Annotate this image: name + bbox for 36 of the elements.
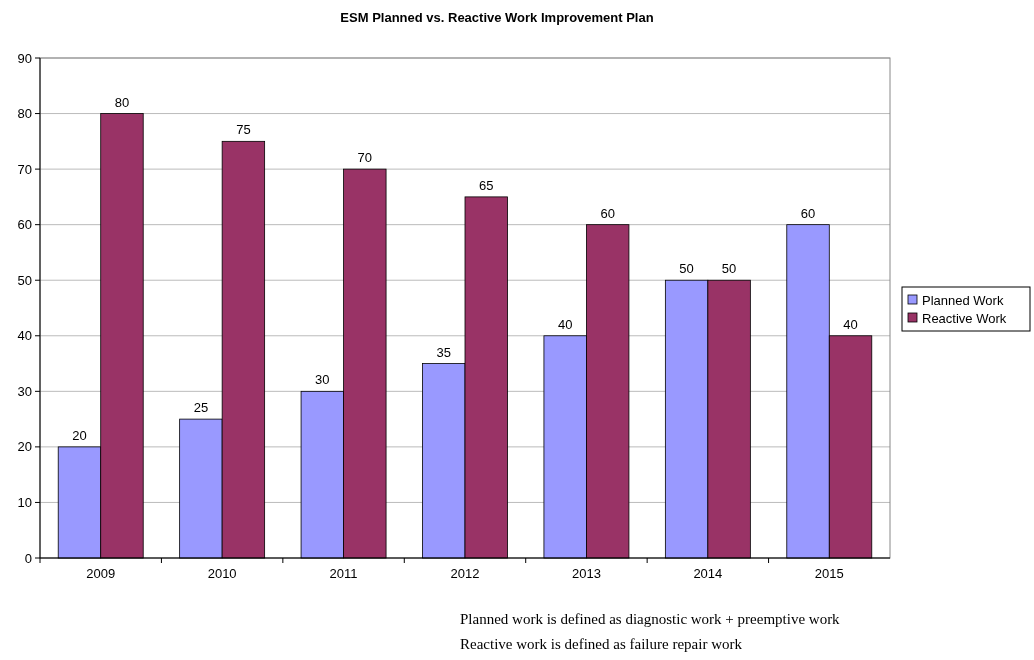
- x-tick-label: 2009: [86, 566, 116, 581]
- y-tick-label: 20: [17, 439, 32, 455]
- legend-label: Planned Work: [922, 292, 1004, 308]
- y-tick-label: 40: [17, 328, 32, 344]
- data-label: 60: [600, 205, 615, 221]
- data-label: 75: [236, 122, 251, 138]
- data-label: 40: [843, 316, 858, 332]
- y-tick-label: 80: [17, 106, 32, 122]
- x-tick-label: 2010: [207, 566, 237, 581]
- data-label: 50: [721, 261, 737, 277]
- y-tick-label: 10: [17, 494, 32, 510]
- data-label: 35: [436, 344, 451, 360]
- data-label: 65: [479, 177, 494, 193]
- x-tick-label: 2013: [571, 566, 601, 581]
- data-label: 60: [800, 205, 816, 221]
- data-label: 20: [72, 427, 87, 443]
- x-tick-label: 2014: [693, 566, 723, 581]
- legend-label: Reactive Work: [922, 310, 1007, 326]
- data-label: 50: [679, 261, 694, 277]
- text: Planned work is defined as diagnostic work + preemptive work: [460, 611, 841, 627]
- chart-title: ESM Planned vs. Reactive Work Improvement Plan: [340, 10, 654, 25]
- x-tick-label: 2012: [450, 566, 480, 581]
- text: Reactive work is defined as failure repair work: [460, 636, 743, 652]
- y-tick-label: 70: [17, 161, 32, 177]
- y-tick-label: 90: [17, 50, 32, 66]
- y-tick-label: 30: [17, 383, 32, 399]
- data-label: 70: [357, 150, 373, 166]
- data-label: 30: [315, 372, 330, 388]
- x-tick-label: 2011: [329, 566, 358, 581]
- y-tick-label: 0: [24, 550, 32, 566]
- data-label: 25: [193, 400, 209, 416]
- data-label: 80: [114, 94, 130, 110]
- x-tick-label: 2015: [814, 566, 844, 581]
- data-label: 40: [557, 316, 573, 332]
- y-tick-label: 60: [17, 217, 32, 233]
- y-tick-label: 50: [17, 272, 32, 288]
